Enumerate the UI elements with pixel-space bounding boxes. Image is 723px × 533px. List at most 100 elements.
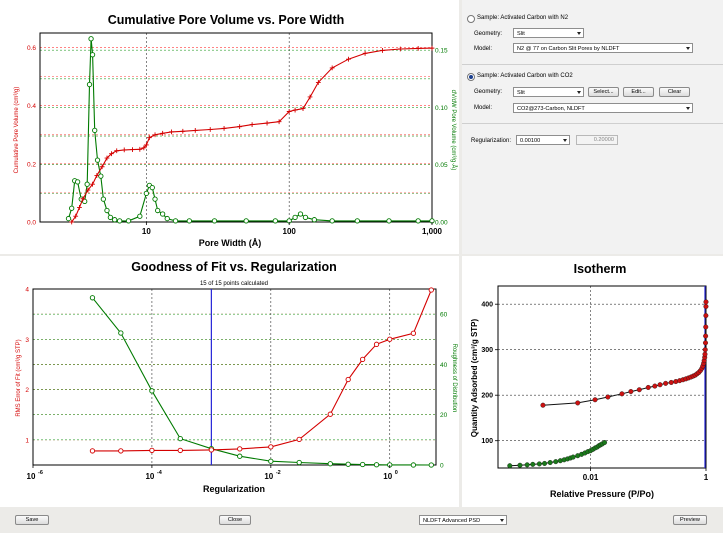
derivative-point — [89, 52, 96, 58]
cumulative-point — [80, 196, 86, 202]
y-right-tick-label: 0.15 — [435, 48, 448, 55]
y-left-tick-label: 0.4 — [27, 103, 36, 110]
derivative-point — [88, 36, 94, 42]
roughness-point — [327, 461, 333, 467]
n2-point — [702, 340, 708, 346]
cumulative-point — [130, 147, 135, 152]
co2-point — [547, 460, 553, 466]
geometry-select-1-value: Slit — [517, 31, 525, 37]
edit-button[interactable]: Edit... — [623, 87, 654, 97]
geometry-select-1[interactable]: Slit — [513, 28, 584, 38]
derivative-point — [243, 218, 249, 224]
n2-point — [636, 387, 642, 393]
chevron-down-icon — [686, 47, 690, 50]
cumulative-point — [192, 128, 198, 133]
y-left-tick-label: 0.6 — [27, 45, 36, 52]
cumulative-point — [315, 80, 321, 85]
derivative-point — [125, 218, 132, 224]
cumulative-point — [114, 148, 120, 154]
derivative-point — [92, 127, 98, 134]
mode-select[interactable]: NLDFT Advanced PSD — [419, 515, 507, 525]
cumulative-point — [169, 129, 174, 135]
geometry-select-2[interactable]: Slit — [513, 87, 584, 97]
rms-point — [268, 444, 274, 450]
cumulative-point — [300, 106, 306, 111]
regularization-select[interactable]: 0.00100 — [516, 135, 570, 145]
n2-point — [645, 384, 651, 390]
x-tick-label: 10 — [383, 472, 392, 481]
cumulative-point — [397, 46, 403, 52]
plot-frame — [497, 285, 707, 469]
n2-point — [575, 400, 581, 406]
chevron-down-icon — [577, 91, 581, 94]
derivative-point — [152, 196, 158, 202]
y-left-tick-label: 4 — [25, 287, 29, 294]
isotherm-chart-title: Isotherm — [574, 262, 627, 276]
model-select-1[interactable]: N2 @ 77 on Carbon Slit Pores by NLDFT — [513, 43, 693, 53]
cumulative-point — [160, 130, 166, 136]
rms-point — [118, 448, 124, 454]
isotherm-chart-ylabel: Quantity Adsorbed (cm³/g STP) — [470, 318, 479, 437]
derivative-point — [354, 218, 360, 224]
roughness-point — [345, 461, 351, 467]
n2-isotherm-line — [542, 301, 707, 406]
derivative-point — [137, 213, 143, 219]
x-tick-label: 100 — [283, 227, 297, 236]
sample-co2-radio[interactable] — [467, 73, 475, 81]
regularization-field[interactable]: 0.20000 — [576, 135, 618, 145]
co2-point — [536, 461, 542, 467]
model-select-2-value: CO2@273-Carbon, NLDFT — [517, 106, 585, 112]
roughness-point — [373, 462, 380, 468]
x-tick-label: 0.01 — [583, 473, 599, 482]
n2-point — [605, 394, 611, 400]
cumulative-point — [380, 48, 385, 53]
cumulative-point — [69, 219, 75, 225]
model-select-2[interactable]: CO2@273-Carbon, NLDFT — [513, 103, 693, 113]
pore-chart-ylabel-right: dV/dW Pore Volume (cm³/g·Å) — [450, 90, 457, 171]
settings-panel — [462, 0, 723, 254]
cumulative-point — [146, 135, 152, 141]
cumulative-point — [346, 56, 351, 62]
select-button[interactable]: Select... — [588, 87, 619, 97]
derivative-point — [116, 218, 123, 224]
geometry-label-2: Geometry: — [474, 89, 503, 95]
x-tick-label: 1,000 — [422, 227, 443, 236]
co2-point — [524, 462, 530, 468]
derivative-point — [65, 215, 72, 222]
clear-button[interactable]: Clear — [659, 87, 690, 97]
cumulative-point — [152, 132, 158, 138]
cumulative-point — [292, 107, 298, 113]
co2-point — [570, 454, 576, 460]
n2-point — [702, 351, 708, 357]
rms-point — [177, 447, 183, 454]
rms-point — [237, 446, 243, 452]
regularization-select-value: 0.00100 — [520, 138, 541, 144]
roughness-point — [177, 435, 183, 442]
rms-point — [373, 341, 380, 347]
fit-chart-ylabel-left: RMS Error of Fit (cm³/g STP) — [16, 339, 22, 416]
derivative-point — [302, 214, 309, 221]
derivative-point — [329, 218, 335, 224]
derivative-point — [149, 184, 155, 191]
cumulative-point — [329, 65, 335, 71]
roughness-point — [296, 459, 302, 466]
sample-n2-radio[interactable] — [467, 15, 475, 23]
x-tick-label: 10 — [142, 227, 151, 236]
cumulative-point — [73, 213, 79, 219]
y-right-tick-label: 0.05 — [435, 162, 448, 169]
pore-chart-title: Cumulative Pore Volume vs. Pore Width — [108, 13, 345, 27]
rms-point — [149, 447, 155, 454]
cumulative-point — [104, 155, 110, 161]
isotherm-chart-panel: Isotherm Relative Pressure (P/Po) Quanti… — [462, 256, 723, 507]
x-tick-exponent: -6 — [38, 470, 43, 476]
y-left-tick-label: 2 — [25, 387, 29, 394]
roughness-point — [149, 388, 155, 394]
close-button[interactable]: Close — [219, 515, 251, 525]
fit-chart-title: Goodness of Fit vs. Regularization — [131, 260, 337, 274]
cumulative-point — [90, 181, 95, 187]
x-tick-label: 1 — [704, 473, 709, 482]
pore-chart: Cumulative Pore Volume vs. Pore Width Po… — [14, 13, 457, 248]
co2-point — [517, 462, 523, 468]
save-button[interactable]: Save — [15, 515, 49, 525]
preview-button[interactable]: Preview — [673, 515, 707, 525]
